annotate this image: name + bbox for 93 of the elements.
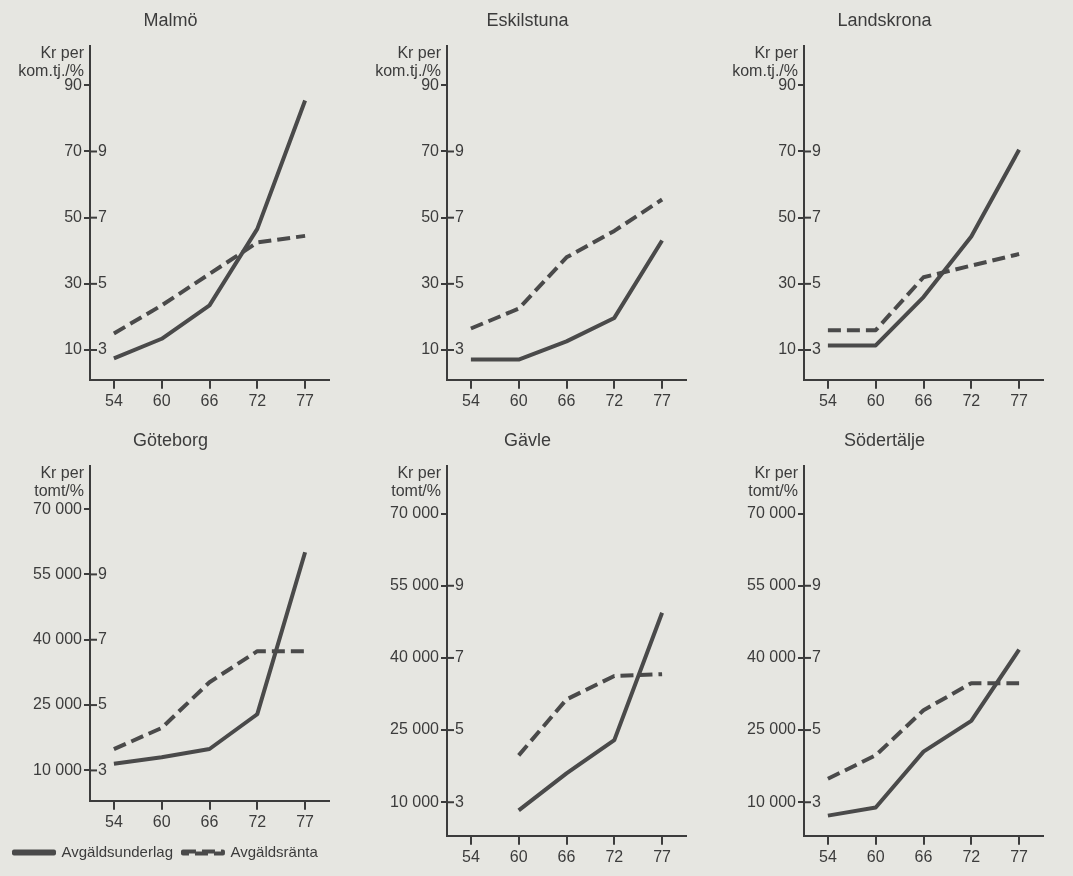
chart-title: Malmö [143,9,198,30]
y2-tick-label: 9 [98,141,107,159]
y-tick-label: 30 [64,274,83,292]
y-axis-title: Kr per tomt/% [391,463,442,499]
x-tick-label: 72 [248,812,267,830]
y-axis-title: Kr per tomt/% [34,463,85,499]
y-tick-label: 30 [778,274,797,292]
y2-tick-label: 3 [455,340,464,358]
x-tick-label: 60 [152,391,171,409]
y2-tick-label: 7 [455,648,464,666]
y-tick-label: 25 000 [33,695,83,713]
y-tick-label: 55 000 [747,576,797,594]
x-tick-label: 77 [1010,847,1029,865]
y-tick-label: 40 000 [33,630,83,648]
y-tick-label: 10 000 [390,792,440,810]
y-tick-label: 10 000 [33,760,83,778]
x-tick-label: 54 [819,391,837,409]
line-series [468,197,665,331]
chart-title: Eskilstuna [486,9,570,30]
x-tick-label: 77 [653,847,672,865]
x-tick-label: 72 [962,391,981,409]
chart-title: Södertälje [843,429,926,450]
y2-tick-label: 3 [455,792,464,810]
x-tick-label: 66 [914,391,933,409]
y2-tick-label: 5 [98,695,107,713]
x-tick-label: 66 [557,847,576,865]
chart-title: Göteborg [132,429,209,450]
y-tick-label: 25 000 [390,720,440,738]
y-tick-label: 70 000 [747,504,797,522]
x-tick-label: 72 [248,391,267,409]
x-tick-label: 54 [105,812,123,830]
x-tick-label: 60 [152,812,171,830]
y-tick-label: 40 000 [390,648,440,666]
y2-tick-label: 5 [98,274,107,292]
y-tick-label: 50 [64,208,83,226]
y2-tick-label: 5 [455,720,464,738]
legend-label: Avgäldsränta [230,842,319,860]
y2-tick-label: 7 [812,648,821,666]
y-tick-label: 50 [778,208,797,226]
y2-tick-label: 7 [812,208,821,226]
y-tick-label: 70 000 [33,499,83,517]
y-tick-label: 30 [421,274,440,292]
y-tick-label: 10 [64,340,83,358]
x-tick-label: 77 [1010,391,1029,409]
y2-tick-label: 9 [812,576,821,594]
x-tick-label: 54 [462,391,480,409]
x-tick-label: 60 [866,391,885,409]
y2-tick-label: 7 [98,208,107,226]
y2-tick-label: 9 [98,564,107,582]
x-tick-label: 60 [866,847,885,865]
x-tick-label: 60 [509,391,528,409]
x-tick-label: 54 [819,847,837,865]
y2-tick-label: 7 [98,630,107,648]
y-tick-label: 55 000 [33,564,83,582]
x-tick-label: 54 [105,391,123,409]
y-tick-label: 50 [421,208,440,226]
x-tick-label: 77 [296,812,315,830]
x-tick-label: 72 [605,847,624,865]
y-tick-label: 10 000 [747,792,797,810]
y-tick-label: 25 000 [747,720,797,738]
x-tick-label: 54 [462,847,480,865]
y2-tick-label: 3 [98,760,107,778]
y2-tick-label: 3 [812,792,821,810]
legend-label: Avgäldsunderlag [61,842,173,860]
x-tick-label: 66 [200,391,219,409]
chart-title: Gävle [503,429,552,450]
y-tick-label: 70 [778,141,797,159]
x-tick-label: 77 [653,391,672,409]
y-tick-label: 40 000 [747,648,797,666]
y-tick-label: 55 000 [390,576,440,594]
chart-title: Landskrona [837,9,933,30]
y-tick-label: 70 [64,141,83,159]
y-tick-label: 70 000 [390,504,440,522]
y2-tick-label: 3 [98,340,107,358]
y2-tick-label: 5 [812,274,821,292]
y2-tick-label: 3 [812,340,821,358]
x-tick-label: 72 [962,847,981,865]
y2-tick-label: 5 [812,720,821,738]
x-tick-label: 60 [509,847,528,865]
y-axis-title: Kr per tomt/% [748,463,799,499]
y-tick-label: 10 [421,340,440,358]
y2-tick-label: 7 [455,208,464,226]
x-tick-label: 72 [605,391,624,409]
x-tick-label: 66 [557,391,576,409]
y2-tick-label: 9 [812,141,821,159]
y-tick-label: 70 [421,141,440,159]
x-tick-label: 66 [914,847,933,865]
x-tick-label: 77 [296,391,315,409]
y2-tick-label: 5 [455,274,464,292]
y-tick-label: 10 [778,340,797,358]
y2-tick-label: 9 [455,141,464,159]
y2-tick-label: 9 [455,576,464,594]
x-tick-label: 66 [200,812,219,830]
